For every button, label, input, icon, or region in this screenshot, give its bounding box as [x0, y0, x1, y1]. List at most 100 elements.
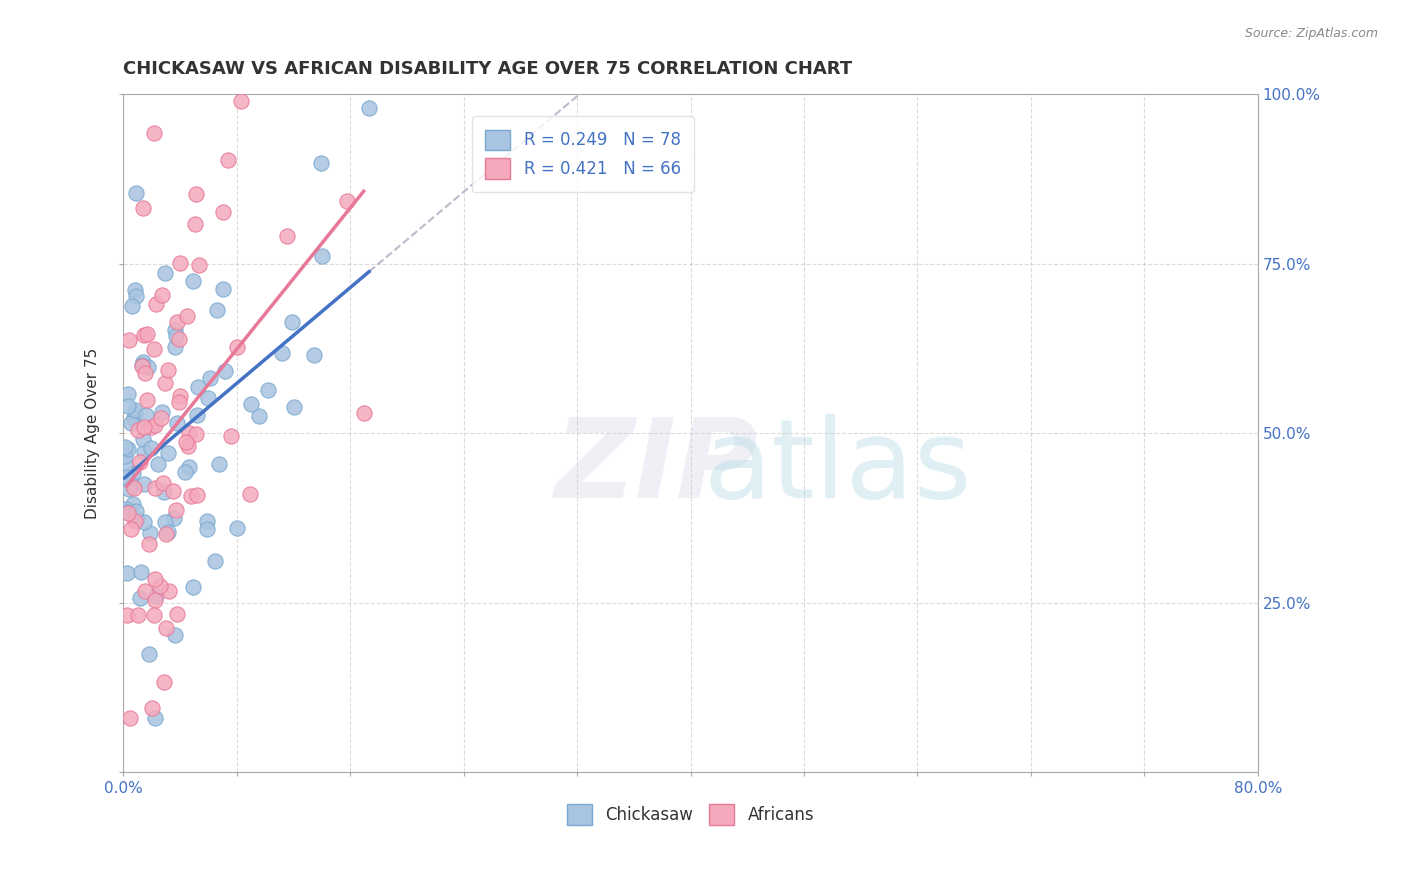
- Point: [117, 506, 139, 520]
- Text: Source: ZipAtlas.com: Source: ZipAtlas.com: [1244, 27, 1378, 40]
- Point: [163, 511, 186, 525]
- Point: [139, 441, 162, 455]
- Point: [219, 429, 242, 443]
- Point: [115, 502, 138, 516]
- Point: [152, 674, 174, 689]
- Point: [143, 417, 166, 432]
- Point: [177, 460, 200, 475]
- Point: [125, 289, 148, 303]
- Point: [124, 186, 146, 200]
- Point: [124, 407, 146, 421]
- Point: [169, 256, 191, 270]
- Point: [217, 153, 239, 168]
- Point: [134, 327, 156, 342]
- Point: [177, 439, 200, 453]
- Point: [211, 204, 233, 219]
- Point: [115, 566, 138, 580]
- Point: [143, 481, 166, 495]
- Point: [131, 359, 153, 373]
- Point: [149, 578, 172, 592]
- Point: [114, 440, 136, 454]
- Point: [134, 476, 156, 491]
- Point: [125, 504, 148, 518]
- Point: [195, 514, 218, 528]
- Point: [197, 392, 219, 406]
- Point: [181, 580, 204, 594]
- Point: [181, 274, 204, 288]
- Point: [128, 455, 150, 469]
- Point: [204, 554, 226, 568]
- Point: [124, 284, 146, 298]
- Point: [304, 348, 326, 362]
- Point: [174, 434, 197, 449]
- Point: [200, 371, 222, 385]
- Point: [240, 396, 263, 410]
- Point: [132, 355, 155, 369]
- Point: [131, 359, 153, 373]
- Point: [124, 514, 146, 528]
- Point: [276, 229, 298, 244]
- Point: [166, 416, 188, 430]
- Point: [257, 384, 280, 398]
- Point: [143, 343, 166, 357]
- Point: [205, 303, 228, 318]
- Point: [122, 481, 145, 495]
- Point: [231, 94, 253, 108]
- Point: [157, 446, 180, 460]
- Point: [155, 266, 177, 280]
- Text: ZIP: ZIP: [555, 414, 758, 521]
- Point: [136, 326, 159, 341]
- Point: [138, 536, 160, 550]
- Point: [115, 469, 138, 483]
- Point: [122, 411, 145, 425]
- Point: [153, 376, 176, 390]
- Point: [214, 363, 236, 377]
- Y-axis label: Disability Age Over 75: Disability Age Over 75: [86, 348, 100, 519]
- Point: [226, 340, 249, 354]
- Point: [129, 565, 152, 579]
- Point: [153, 485, 176, 500]
- Point: [247, 409, 270, 424]
- Point: [336, 194, 359, 209]
- Point: [143, 711, 166, 725]
- Point: [153, 515, 176, 529]
- Point: [173, 465, 195, 479]
- Point: [132, 444, 155, 458]
- Point: [134, 583, 156, 598]
- Point: [165, 503, 187, 517]
- Point: [117, 387, 139, 401]
- Point: [169, 389, 191, 403]
- Point: [149, 411, 172, 425]
- Point: [163, 323, 186, 337]
- Point: [156, 524, 179, 539]
- Text: atlas: atlas: [704, 414, 973, 521]
- Point: [187, 380, 209, 394]
- Point: [239, 486, 262, 500]
- Point: [121, 466, 143, 480]
- Point: [150, 288, 173, 302]
- Point: [135, 409, 157, 423]
- Point: [195, 522, 218, 536]
- Point: [121, 497, 143, 511]
- Point: [311, 249, 333, 263]
- Point: [281, 315, 304, 329]
- Point: [176, 309, 198, 323]
- Point: [177, 425, 200, 440]
- Point: [212, 282, 235, 296]
- Point: [311, 156, 333, 170]
- Point: [121, 299, 143, 313]
- Point: [180, 489, 202, 503]
- Point: [184, 427, 207, 442]
- Point: [132, 420, 155, 434]
- Point: [114, 458, 136, 472]
- Point: [145, 593, 167, 607]
- Point: [155, 621, 177, 635]
- Point: [152, 476, 174, 491]
- Point: [184, 218, 207, 232]
- Point: [188, 259, 211, 273]
- Point: [138, 648, 160, 662]
- Point: [156, 363, 179, 377]
- Point: [208, 457, 231, 471]
- Point: [124, 402, 146, 417]
- Point: [121, 478, 143, 492]
